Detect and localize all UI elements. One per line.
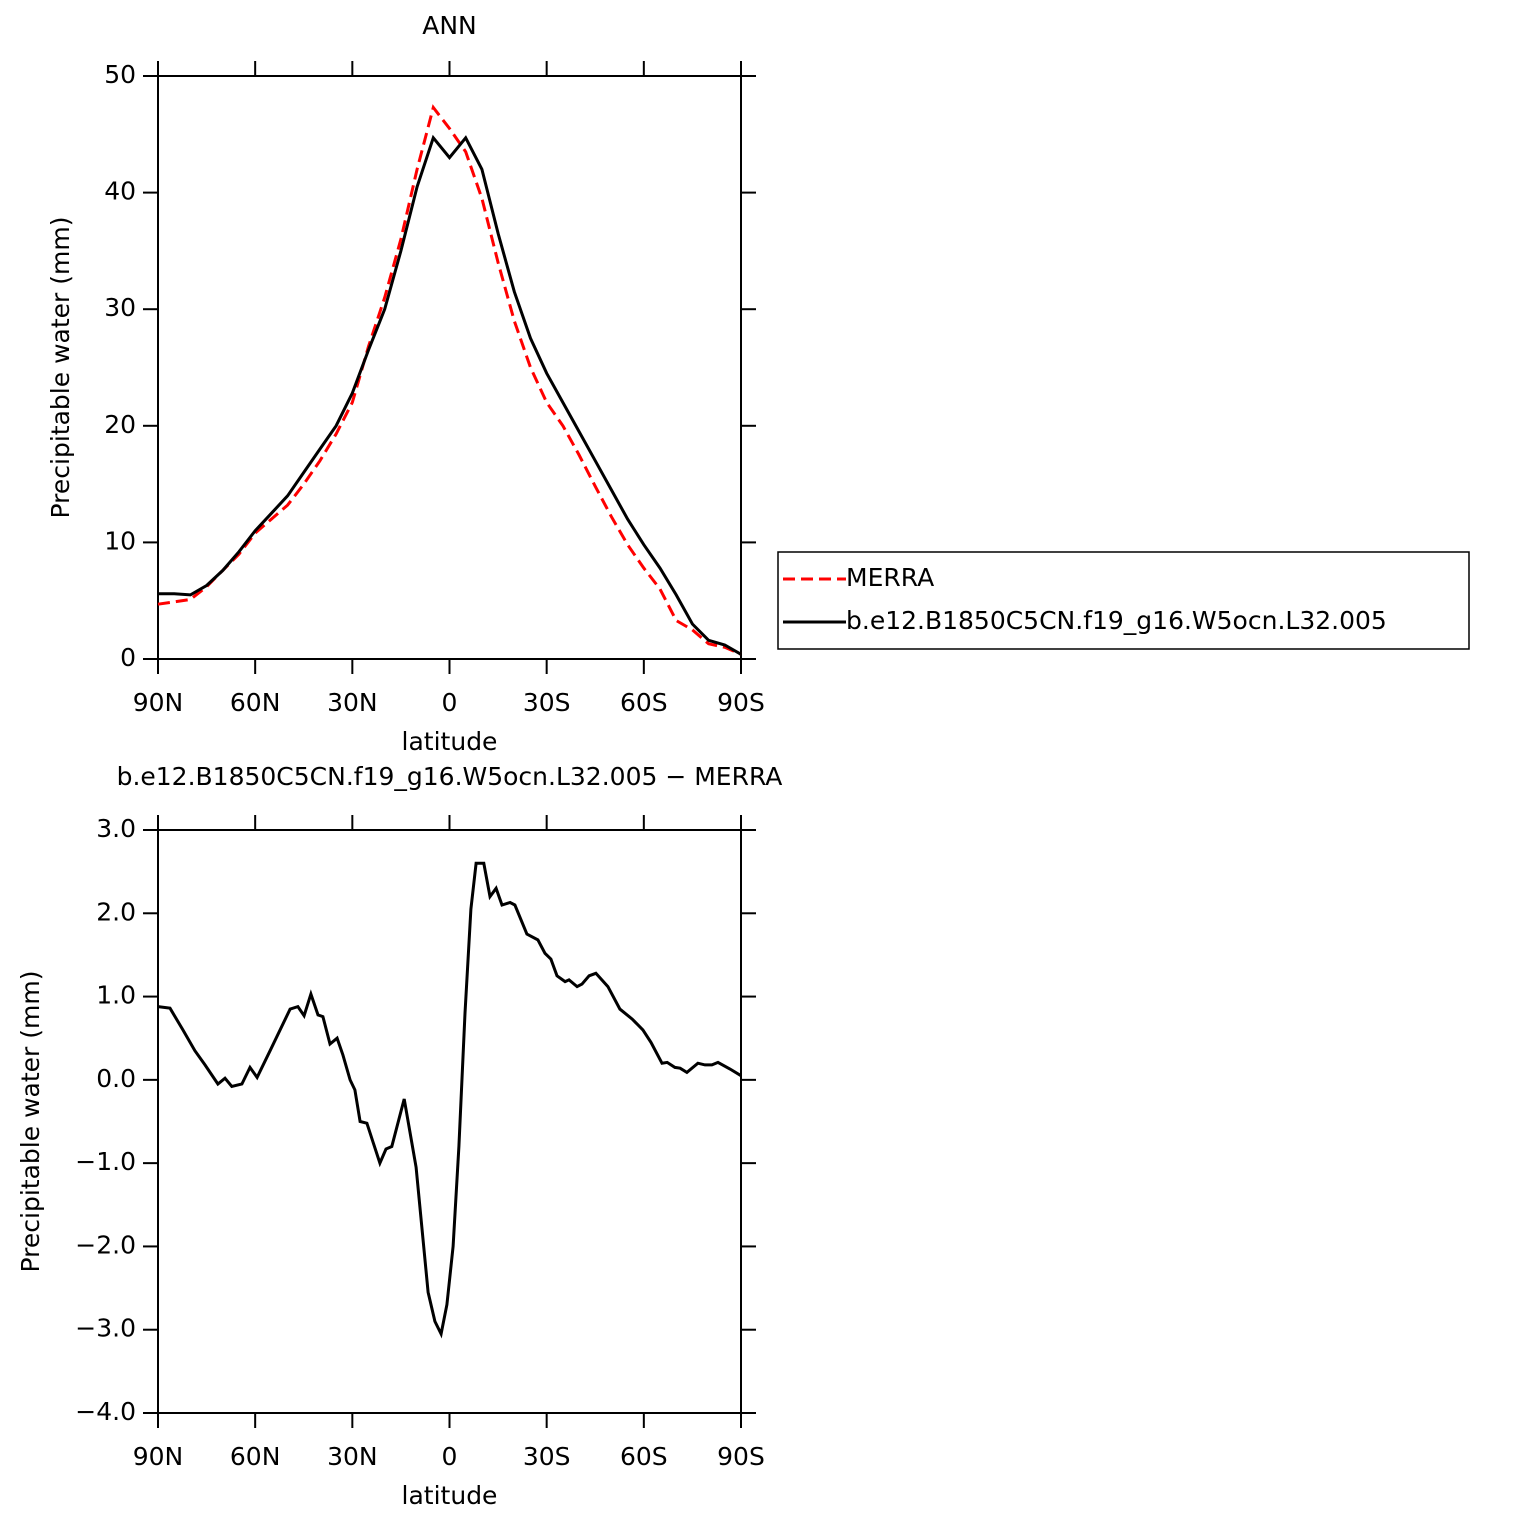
data-line	[157, 861, 742, 1339]
y-tick-label: −2.0	[75, 1230, 136, 1259]
x-tick-label: 90S	[717, 1442, 765, 1471]
x-axis-label: latitude	[402, 727, 498, 756]
y-axis-label: Precipitable water (mm)	[16, 971, 45, 1273]
x-tick-label: 90N	[133, 688, 184, 717]
chart-title: ANN	[422, 11, 477, 40]
x-tick-label: 30S	[523, 688, 571, 717]
legend-label: MERRA	[846, 563, 934, 592]
x-tick-label: 90N	[133, 1442, 184, 1471]
x-axis-label: latitude	[402, 1481, 498, 1510]
x-tick-label: 0	[442, 688, 458, 717]
y-tick-label: 10	[104, 526, 136, 555]
x-tick-label: 30N	[327, 688, 378, 717]
x-tick-label: 60N	[230, 1442, 281, 1471]
x-tick-label: 60S	[620, 1442, 668, 1471]
y-tick-label: 0	[120, 643, 136, 672]
y-axis-label: Precipitable water (mm)	[46, 217, 75, 519]
y-tick-label: 2.0	[96, 897, 136, 926]
x-tick-label: 90S	[717, 688, 765, 717]
y-tick-label: 30	[104, 293, 136, 322]
x-tick-label: 60S	[620, 688, 668, 717]
y-tick-label: 3.0	[96, 814, 136, 843]
y-tick-label: 1.0	[96, 981, 136, 1010]
legend-box	[777, 551, 1470, 650]
y-tick-label: 20	[104, 410, 136, 439]
chart-title: b.e12.B1850C5CN.f19_g16.W5ocn.L32.005 − …	[117, 762, 783, 791]
data-line	[157, 104, 742, 656]
y-tick-label: 0.0	[96, 1064, 136, 1093]
data-line	[158, 134, 742, 656]
x-tick-label: 30N	[327, 1442, 378, 1471]
x-tick-label: 0	[442, 1442, 458, 1471]
legend-label: b.e12.B1850C5CN.f19_g16.W5ocn.L32.005	[846, 606, 1387, 635]
y-tick-label: −4.0	[75, 1397, 136, 1426]
x-tick-label: 30S	[523, 1442, 571, 1471]
y-tick-label: 50	[104, 60, 136, 89]
y-tick-label: −1.0	[75, 1147, 136, 1176]
plot-frame	[157, 75, 742, 660]
x-tick-label: 60N	[230, 688, 281, 717]
y-tick-label: −3.0	[75, 1314, 136, 1343]
y-tick-label: 40	[104, 177, 136, 206]
plot-frame	[157, 829, 742, 1414]
